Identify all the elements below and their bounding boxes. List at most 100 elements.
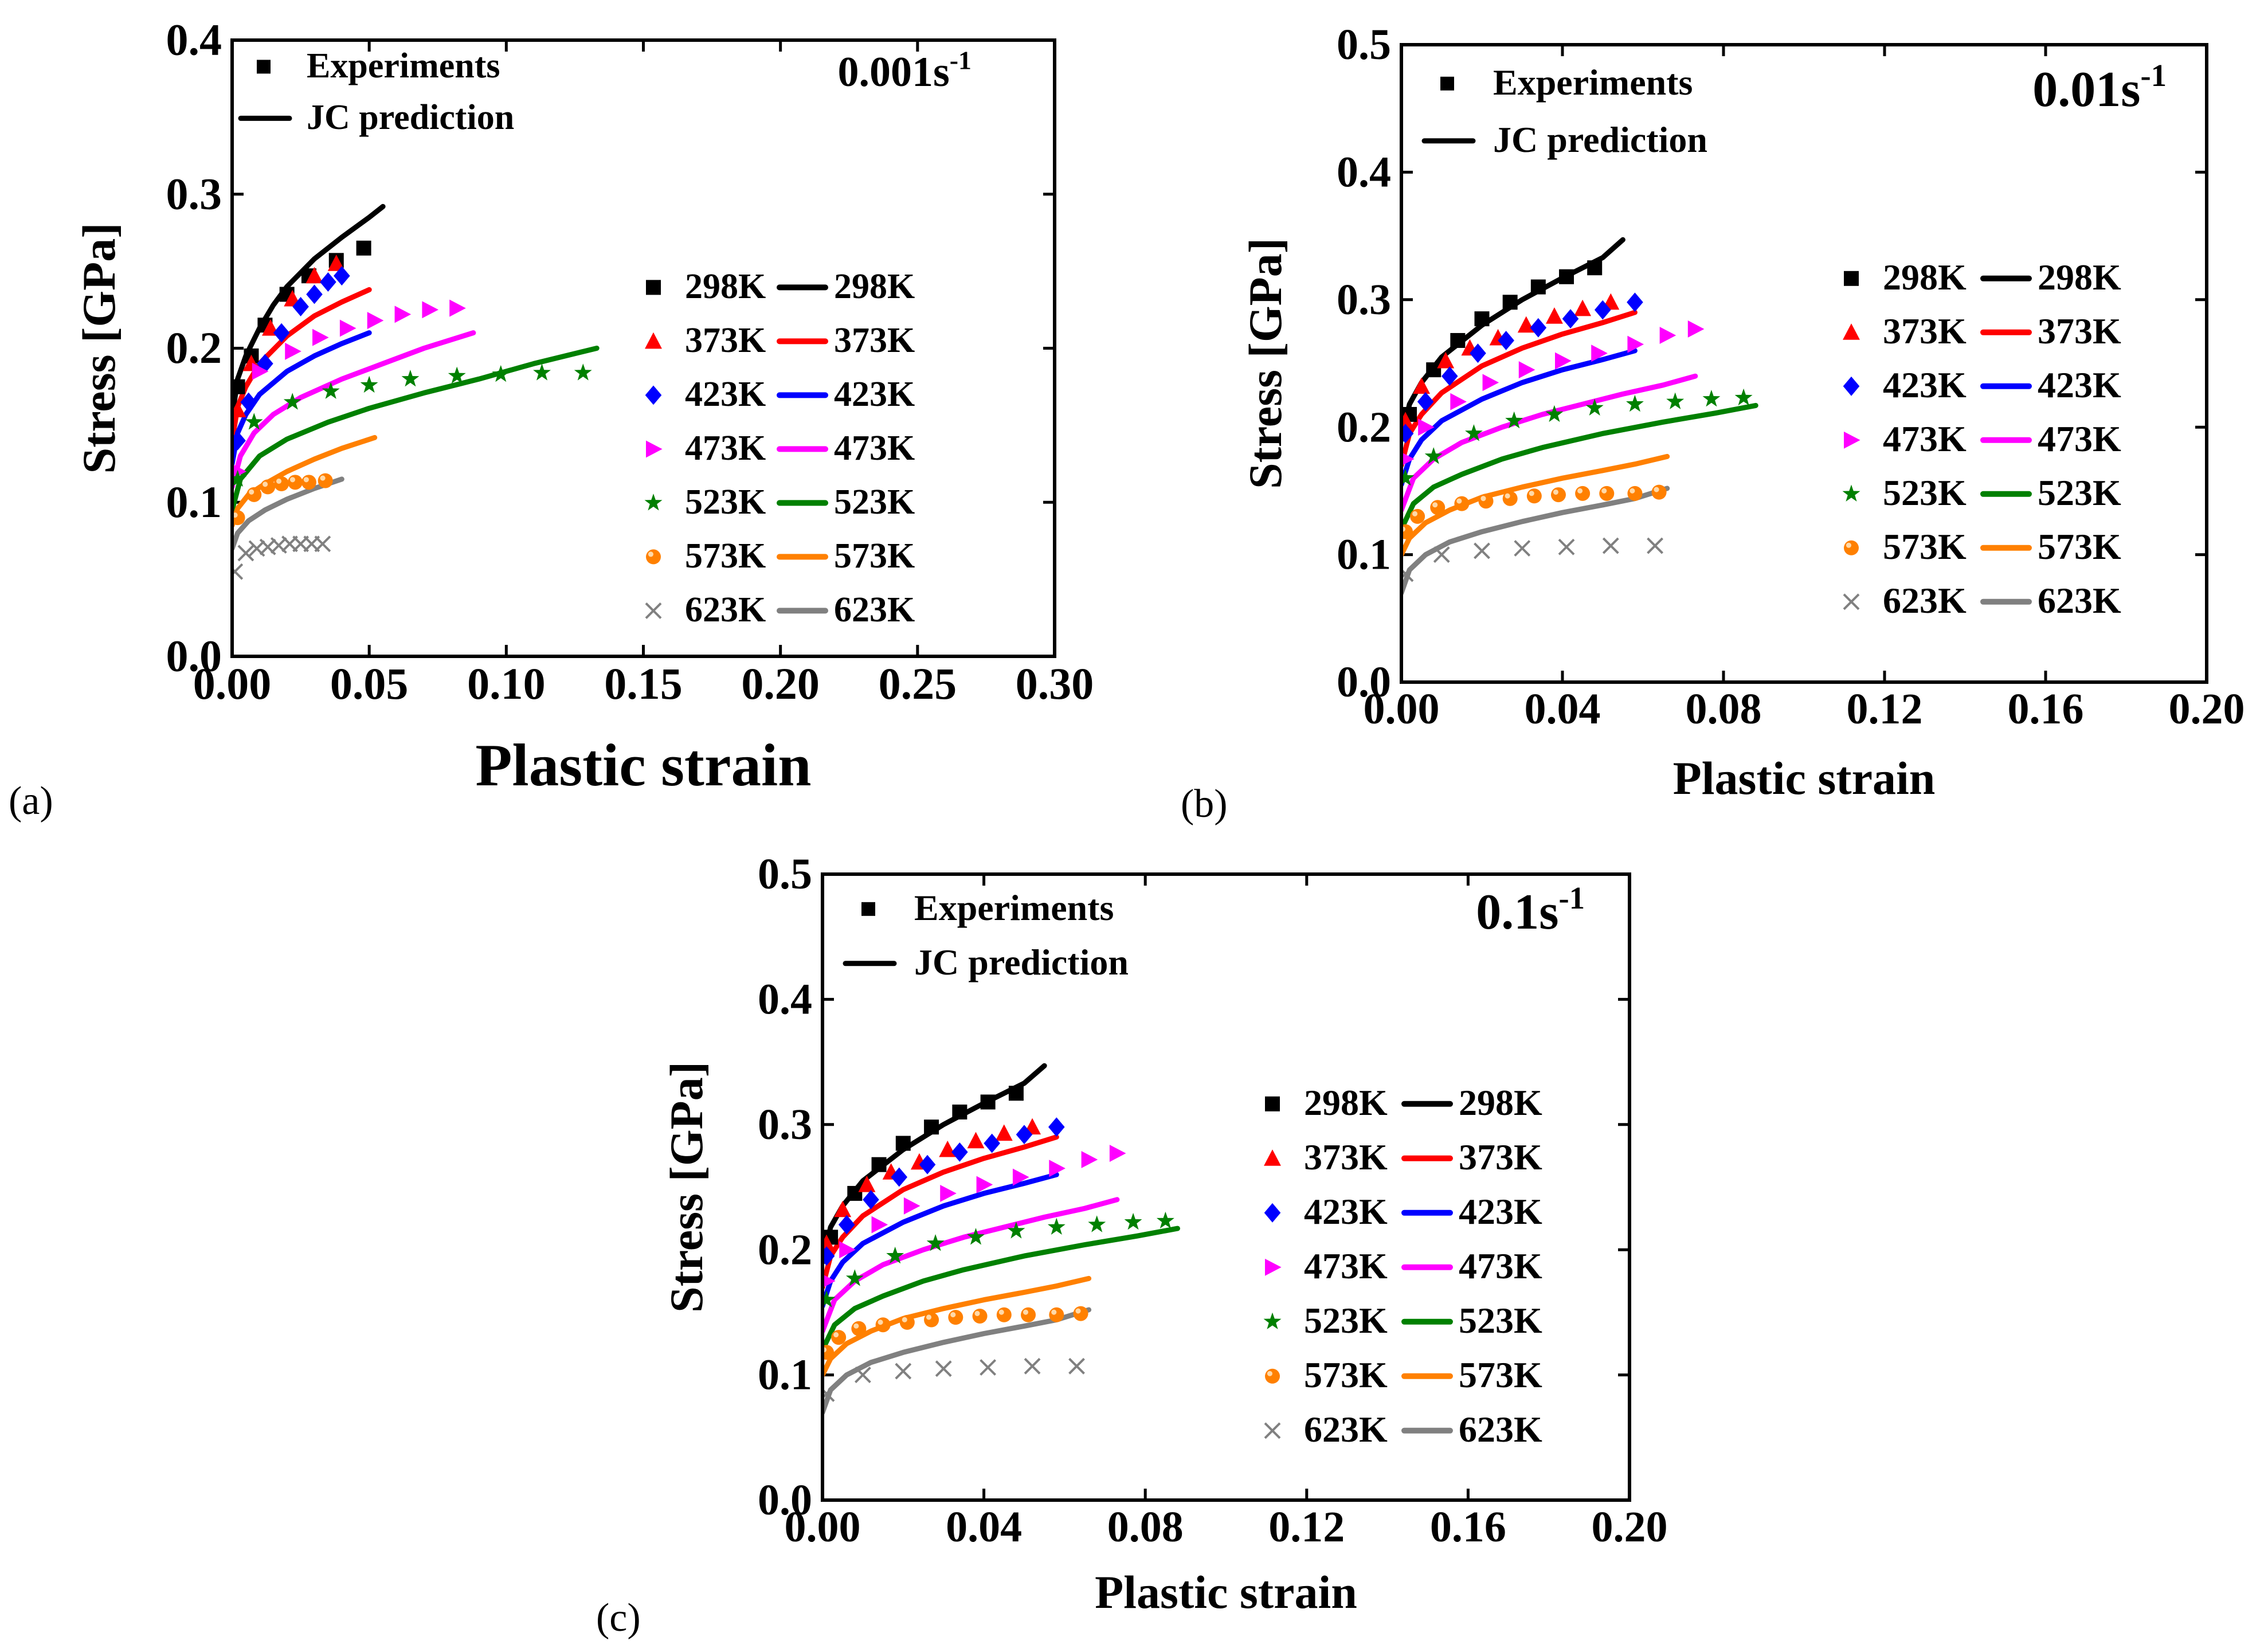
experiment-point-473K <box>1591 345 1608 362</box>
experiment-point-573K-shape <box>851 1321 867 1336</box>
experiment-point-473K <box>1109 1145 1126 1162</box>
experiment-point-523K <box>1666 392 1685 409</box>
strain-rate-value: 0.1s <box>1476 884 1558 940</box>
prediction-line-523K <box>1401 402 1758 532</box>
experiment-point-473K <box>422 301 438 319</box>
legend-marker-298K-shape <box>646 280 661 295</box>
prediction-line-623K <box>822 1307 1092 1415</box>
prediction-line-423K <box>1401 348 1638 487</box>
legend-marker-423K <box>1264 1203 1281 1223</box>
legend-marker-573K-shape <box>1844 540 1859 555</box>
experiment-point-573K-shape <box>924 1312 939 1328</box>
experiment-point-298K <box>980 1094 996 1110</box>
experiment-point-573K-highlight <box>853 1323 859 1329</box>
x-tick-label: 0.04 <box>1525 685 1601 733</box>
experiment-point-523K <box>401 370 420 387</box>
experiment-point-523K-shape <box>1702 390 1721 407</box>
experiment-point-623K-stroke2 <box>854 1367 871 1384</box>
x-tick-label: 0.04 <box>946 1503 1022 1551</box>
legend-marker-373K <box>1264 1149 1281 1166</box>
experiment-point-573K-highlight <box>1629 488 1635 494</box>
experiment-point-423K <box>1048 1117 1065 1137</box>
x-tick-label: 0.16 <box>1430 1503 1506 1551</box>
plot-area <box>232 203 600 580</box>
prediction-line-573K <box>232 434 378 529</box>
experiment-point-523K <box>1088 1215 1106 1232</box>
prediction-line-373K <box>822 1134 1059 1290</box>
experiment-point-373K-shape <box>1546 307 1563 324</box>
plot-frame <box>821 872 1631 1502</box>
experiment-point-523K <box>822 1290 836 1308</box>
legend-experiments-marker-shape <box>1440 76 1454 91</box>
legend-marker-523K <box>1263 1312 1282 1329</box>
experiment-point-423K <box>891 1167 908 1187</box>
experiment-point-623K-stroke2 <box>314 535 331 553</box>
x-axis-title: Plastic strain <box>475 731 811 798</box>
strain-rate-exponent: -1 <box>1559 880 1585 915</box>
experiment-point-523K-shape <box>1047 1218 1066 1235</box>
legend-prediction-label: JC prediction <box>307 98 514 137</box>
experiment-point-573K <box>1073 1306 1088 1321</box>
experiment-point-573K <box>301 475 316 490</box>
x-tick-label: 0.08 <box>1686 685 1762 733</box>
experiment-point-298K-shape <box>1502 295 1518 310</box>
experiment-point-573K-highlight <box>1553 489 1558 495</box>
legend-label-pred: 373K <box>2038 311 2121 351</box>
experiment-point-523K <box>845 1269 864 1286</box>
experiment-point-298K <box>1502 295 1518 310</box>
experiment-point-298K-shape <box>952 1104 967 1119</box>
experiment-point-423K <box>273 323 290 343</box>
experiment-point-523K <box>1007 1222 1025 1239</box>
experiment-point-373K <box>1517 316 1535 333</box>
experiment-point-523K-shape <box>1505 411 1523 429</box>
experiment-point-573K-shape <box>260 479 276 495</box>
legend-label-exp: 623K <box>1883 580 1967 621</box>
experiment-point-523K-shape <box>845 1269 864 1286</box>
legend-experiments-marker-shape <box>861 902 875 916</box>
experiment-point-573K <box>1599 486 1615 501</box>
experiment-point-573K-highlight <box>1505 493 1510 499</box>
experiment-point-573K <box>1021 1307 1036 1322</box>
x-tick-label: 0.05 <box>330 659 409 708</box>
experiment-point-473K <box>1049 1160 1066 1177</box>
experiment-point-573K-highlight <box>263 482 268 487</box>
plot-area <box>1401 237 1758 596</box>
experiment-point-423K <box>919 1154 936 1175</box>
experiment-point-298K-shape <box>356 240 371 256</box>
experiment-point-373K-shape <box>822 1234 835 1251</box>
experiment-point-523K <box>967 1228 985 1245</box>
experiment-point-523K-shape <box>1545 405 1564 422</box>
legend-label-exp: 473K <box>1883 418 1967 459</box>
experiment-point-423K-shape <box>1016 1125 1033 1145</box>
experiment-point-423K-shape <box>334 266 350 286</box>
legend-experiments-marker <box>257 60 271 74</box>
experiment-point-573K-shape <box>1478 494 1494 509</box>
experiment-point-523K <box>926 1234 945 1251</box>
experiment-point-623K-stroke2 <box>1514 540 1531 557</box>
experiment-point-623K-stroke2 <box>980 1359 997 1376</box>
x-tick-label: 0.12 <box>1847 685 1923 733</box>
experiment-point-298K <box>356 240 371 256</box>
experiment-point-573K <box>899 1314 915 1330</box>
experiment-point-473K <box>1627 335 1644 353</box>
prediction-line-623K <box>232 476 344 551</box>
legend-marker-423K-shape <box>1843 376 1860 396</box>
experiment-point-573K-shape <box>301 475 316 490</box>
strain-rate-label: 0.1s-1 <box>1476 880 1585 940</box>
legend-marker-523K-shape <box>1263 1312 1282 1329</box>
experiment-point-573K-shape <box>288 475 303 490</box>
prediction-line-473K <box>1401 373 1698 513</box>
legend-label-pred: 573K <box>1459 1355 1542 1395</box>
legend-label-exp: 523K <box>1883 472 1967 513</box>
experiment-point-623K-stroke2 <box>1647 537 1663 554</box>
experiment-point-423K <box>292 297 309 316</box>
experiment-point-473K <box>1555 352 1572 370</box>
experiment-point-523K <box>492 365 510 382</box>
strain-rate-exponent: -1 <box>950 45 972 75</box>
legend-marker-573K-shape <box>646 549 661 565</box>
experiment-point-573K <box>996 1307 1012 1322</box>
experiment-point-523K <box>1734 388 1753 406</box>
x-tick-label: 0.15 <box>604 659 683 708</box>
experiment-point-523K <box>1545 405 1564 422</box>
experiment-point-423K-shape <box>1498 331 1514 350</box>
